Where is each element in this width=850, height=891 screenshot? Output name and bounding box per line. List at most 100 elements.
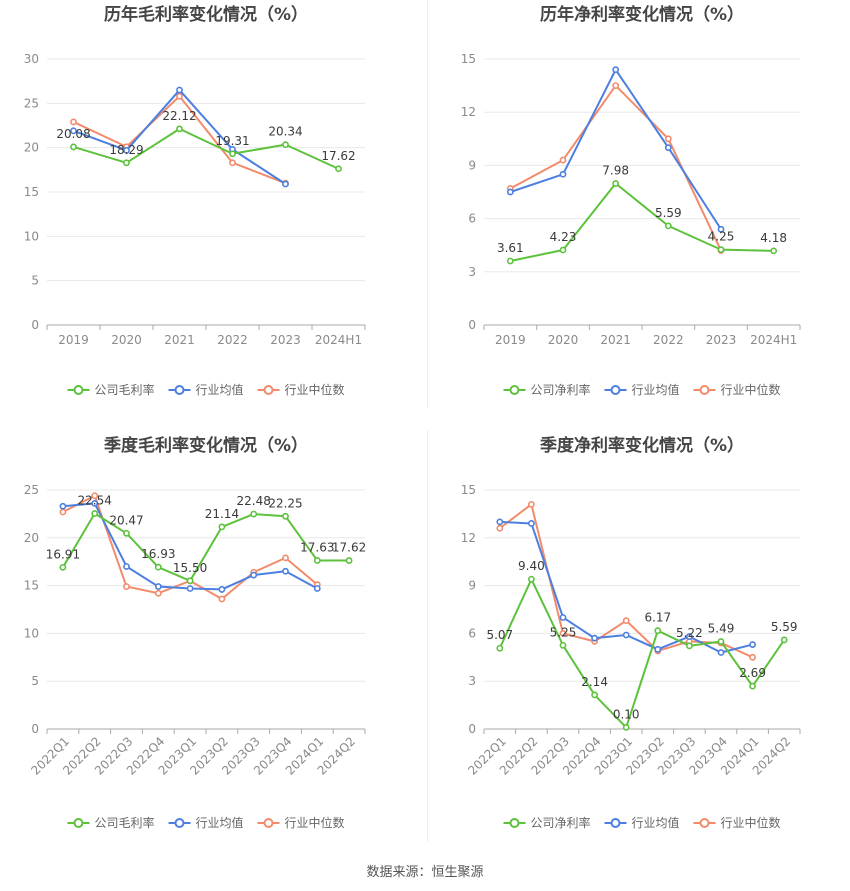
data-label: 9.40	[518, 559, 545, 573]
data-label: 22.12	[162, 109, 196, 123]
data-point-industry-mean	[506, 188, 514, 196]
data-label: 17.62	[332, 541, 366, 555]
legend-item-industry-mean[interactable]: 行业均值	[168, 815, 244, 830]
data-point-company	[496, 644, 504, 652]
data-point-industry-mean	[154, 583, 162, 590]
x-tick-label: 2024H1	[750, 333, 797, 347]
data-label: 20.34	[268, 125, 302, 139]
y-tick-label: 3	[468, 674, 476, 688]
x-axis: 2022Q12022Q22022Q32022Q42023Q12023Q22023…	[465, 728, 801, 778]
data-point-industry-mean	[664, 144, 672, 152]
legend-marker-icon	[73, 818, 84, 828]
legend-label: 行业中位数	[721, 382, 781, 397]
data-point-company	[622, 724, 630, 731]
legend-item-industry-median[interactable]: 行业中位数	[257, 815, 345, 830]
data-point-industry-mean	[749, 641, 756, 648]
data-label: 4.18	[760, 231, 787, 245]
data-point-company	[91, 510, 99, 517]
legend-marker-icon	[73, 385, 84, 395]
series-line-company	[510, 182, 774, 262]
data-point-company	[528, 575, 535, 583]
legend-item-company[interactable]: 公司毛利率	[67, 382, 155, 397]
y-tick-label: 12	[461, 105, 476, 119]
y-tick-label: 20	[24, 531, 39, 545]
y-tick-label: 0	[468, 722, 476, 736]
data-point-industry-mean	[717, 649, 725, 656]
series-company	[59, 510, 353, 585]
data-point-industry-mean	[282, 567, 289, 575]
data-point-company	[123, 159, 130, 167]
data-label: 19.31	[215, 134, 249, 148]
legend-item-company[interactable]: 公司毛利率	[67, 815, 155, 830]
data-label: 2.14	[581, 675, 608, 689]
data-point-company	[654, 627, 662, 635]
data-point-industry-mean	[123, 146, 130, 154]
chart-title: 历年净利率变化情况（%）	[540, 4, 744, 25]
legend-item-industry-median[interactable]: 行业中位数	[693, 382, 781, 397]
data-point-industry-median	[91, 492, 99, 500]
data-label: 16.93	[141, 547, 175, 561]
data-point-company	[250, 510, 258, 518]
series-industry-mean	[59, 499, 321, 593]
series-line-industry-mean	[510, 68, 722, 230]
chart-panel: 历年毛利率变化情况（%） 0 5 10 15 20 25 30 2019 2020 2021 2022…	[24, 4, 366, 397]
legend-item-industry-median[interactable]: 行业中位数	[257, 382, 345, 397]
y-tick-label: 6	[468, 212, 476, 226]
chart-panel: 季度毛利率变化情况（%） 0 5 10 15 20 25 2022Q12022Q22022Q3…	[24, 435, 367, 830]
y-tick-label: 15	[24, 185, 39, 199]
legend-item-industry-mean[interactable]: 行业均值	[168, 382, 244, 397]
data-point-industry-median	[218, 595, 226, 603]
x-tick-label: 2019	[58, 333, 89, 347]
legend: 公司净利率 行业均值 行业中位数	[503, 815, 781, 830]
series-line-company	[73, 127, 339, 170]
series-industry-mean	[506, 66, 725, 233]
data-point-company	[70, 143, 77, 151]
data-label: 4.23	[550, 230, 577, 244]
legend-label: 行业中位数	[285, 382, 345, 397]
series-industry-mean	[70, 86, 289, 188]
legend-item-company[interactable]: 公司净利率	[503, 382, 591, 397]
data-point-industry-mean	[282, 180, 289, 188]
legend-item-industry-mean[interactable]: 行业均值	[604, 815, 680, 830]
x-axis: 2022Q12022Q22022Q32022Q42023Q12023Q22023…	[28, 728, 366, 778]
data-label: 4.25	[708, 230, 735, 244]
data-label: 3.61	[497, 241, 524, 255]
data-point-industry-median	[59, 508, 67, 516]
data-label: 18.29	[109, 143, 143, 157]
data-point-industry-mean	[123, 563, 130, 570]
legend-label: 行业中位数	[721, 815, 781, 830]
data-point-industry-median	[612, 82, 620, 89]
data-point-industry-median	[749, 653, 756, 661]
legend-item-industry-median[interactable]: 行业中位数	[693, 815, 781, 830]
y-tick-label: 30	[24, 52, 39, 66]
y-tick-label: 15	[24, 579, 39, 593]
data-labels: 3.61 4.23 7.98 5.59 4.25 4.18	[497, 163, 787, 254]
x-tick-label: 2023	[706, 333, 737, 347]
data-point-company	[770, 247, 778, 255]
chart-title: 历年毛利率变化情况（%）	[104, 4, 308, 25]
y-tick-label: 0	[31, 722, 39, 736]
data-point-company	[780, 636, 788, 644]
data-label: 16.91	[46, 547, 80, 561]
x-tick-label: 2021	[600, 333, 631, 347]
data-point-company	[559, 641, 567, 649]
y-tick-label: 9	[468, 579, 476, 593]
data-point-industry-median	[622, 617, 630, 625]
legend-item-industry-mean[interactable]: 行业均值	[604, 382, 680, 397]
series-company	[496, 575, 788, 731]
y-tick-label: 25	[24, 96, 39, 110]
legend-label: 行业均值	[196, 382, 244, 397]
series-company	[70, 125, 342, 173]
legend-marker-icon	[610, 818, 621, 828]
x-tick-label: 2019	[495, 333, 526, 347]
legend-label: 公司净利率	[531, 382, 591, 397]
data-point-industry-median	[154, 589, 162, 597]
data-point-company	[559, 246, 567, 254]
legend-marker-icon	[263, 385, 274, 395]
legend-item-company[interactable]: 公司净利率	[503, 815, 591, 830]
data-label: 5.59	[655, 206, 682, 220]
legend-label: 公司毛利率	[95, 382, 155, 397]
